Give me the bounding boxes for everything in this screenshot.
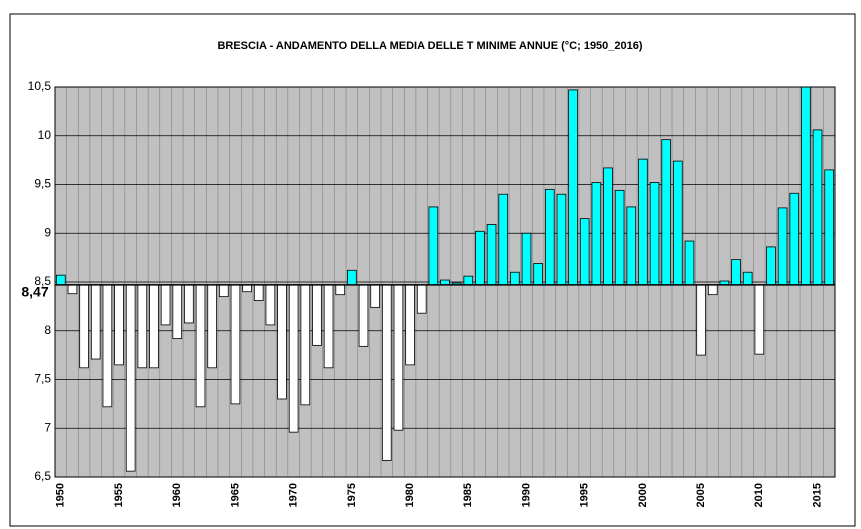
bar bbox=[777, 207, 788, 286]
bar bbox=[416, 284, 427, 314]
bar bbox=[230, 284, 241, 405]
bar bbox=[172, 284, 183, 339]
x-tick-label: 2015 bbox=[811, 483, 823, 507]
bar bbox=[300, 284, 311, 406]
bar bbox=[370, 284, 380, 308]
bar bbox=[102, 284, 113, 408]
bar bbox=[661, 139, 672, 286]
bar bbox=[90, 284, 101, 360]
bar bbox=[579, 218, 590, 286]
x-tick-label: 1980 bbox=[404, 483, 416, 507]
bar bbox=[544, 188, 555, 286]
chart-title: BRESCIA - ANDAMENTO DELLA MEDIA DELLE T … bbox=[217, 40, 642, 52]
bar bbox=[79, 284, 89, 369]
y-tick-label: 10 bbox=[38, 128, 52, 142]
bar bbox=[766, 246, 776, 286]
bar bbox=[614, 189, 625, 286]
bar bbox=[638, 158, 648, 286]
bar bbox=[160, 284, 171, 326]
plot-border bbox=[54, 86, 836, 478]
x-tick-label: 1995 bbox=[579, 483, 591, 507]
bar bbox=[381, 284, 392, 461]
y-tick-label: 6,5 bbox=[34, 469, 51, 483]
bar bbox=[149, 284, 159, 369]
bar bbox=[673, 160, 683, 286]
bar bbox=[393, 284, 404, 431]
bar bbox=[265, 284, 276, 326]
bar bbox=[812, 129, 823, 286]
bar bbox=[347, 269, 357, 286]
x-tick-label: 1985 bbox=[462, 483, 474, 507]
bars bbox=[55, 87, 835, 472]
bar bbox=[521, 232, 532, 286]
bar bbox=[533, 263, 543, 286]
bar bbox=[475, 230, 485, 286]
bar bbox=[428, 206, 439, 286]
bar bbox=[707, 284, 718, 296]
x-tick-label: 1955 bbox=[113, 483, 125, 507]
bar bbox=[335, 284, 346, 296]
x-tick-label: 1990 bbox=[520, 483, 532, 507]
x-tick-label: 2010 bbox=[753, 483, 765, 507]
bar bbox=[323, 284, 334, 369]
x-tick-label: 1950 bbox=[55, 483, 67, 507]
bar bbox=[754, 284, 765, 355]
bar bbox=[801, 87, 811, 286]
bar bbox=[218, 284, 229, 298]
bar bbox=[195, 284, 206, 408]
bar bbox=[67, 284, 78, 295]
bar bbox=[498, 193, 509, 286]
bar bbox=[510, 271, 520, 286]
y-tick-label: 9 bbox=[44, 225, 51, 239]
bar bbox=[568, 89, 578, 286]
bar bbox=[603, 167, 613, 286]
bar bbox=[358, 284, 369, 347]
bar bbox=[696, 284, 706, 356]
bar bbox=[288, 284, 299, 433]
x-tick-label: 1975 bbox=[346, 483, 358, 507]
y-tick-label: 8,5 bbox=[34, 274, 51, 288]
x-tick-label: 1970 bbox=[288, 483, 300, 507]
baseline-label: 8,47 bbox=[21, 284, 48, 300]
bar bbox=[626, 206, 637, 286]
bar bbox=[731, 259, 741, 286]
bar bbox=[137, 284, 148, 369]
bar bbox=[114, 284, 124, 366]
bar bbox=[649, 182, 660, 286]
bar bbox=[55, 274, 66, 286]
bar bbox=[207, 284, 217, 369]
bar bbox=[684, 240, 695, 286]
y-tick-label: 9,5 bbox=[34, 177, 51, 191]
y-tick-label: 8 bbox=[44, 323, 51, 337]
bar bbox=[824, 169, 835, 286]
bar bbox=[591, 182, 602, 286]
bar bbox=[405, 284, 415, 366]
bar bbox=[277, 284, 287, 400]
bar bbox=[184, 284, 194, 324]
bar bbox=[742, 271, 753, 286]
x-tick-label: 2000 bbox=[637, 483, 649, 507]
bar bbox=[486, 224, 497, 286]
bar bbox=[789, 192, 800, 286]
y-tick-label: 7,5 bbox=[34, 372, 51, 386]
bar bbox=[463, 275, 474, 286]
x-tick-label: 1965 bbox=[229, 483, 241, 507]
x-tick-label: 1960 bbox=[171, 483, 183, 507]
bar bbox=[556, 193, 567, 286]
y-tick-label: 10,5 bbox=[28, 79, 52, 93]
bar bbox=[253, 284, 264, 301]
bar bbox=[125, 284, 136, 472]
bar bbox=[242, 284, 252, 293]
y-tick-label: 7 bbox=[44, 420, 51, 434]
x-tick-label: 2005 bbox=[695, 483, 707, 507]
bar bbox=[312, 284, 322, 346]
